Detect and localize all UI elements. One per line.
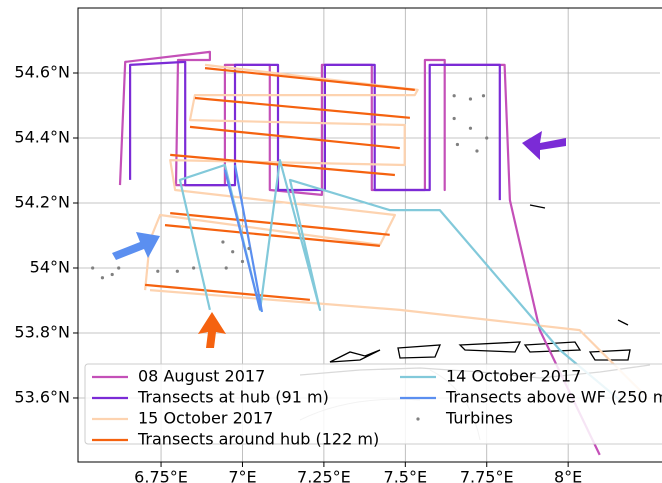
turbine — [485, 136, 489, 140]
turbine — [175, 269, 179, 273]
turbine — [452, 94, 456, 98]
x-tick-label: 7.25°E — [297, 468, 351, 483]
turbine — [468, 97, 473, 101]
turbine — [192, 266, 196, 270]
y-tick-label: 53.8°N — [14, 322, 70, 341]
turbine — [224, 266, 228, 270]
turbine — [100, 276, 105, 280]
x-tick-label: 7.5°E — [384, 468, 428, 483]
arrow — [112, 232, 160, 260]
track-line — [145, 67, 415, 301]
turbine — [452, 116, 456, 121]
x-tick-label: 8°E — [554, 468, 582, 483]
turbine — [247, 246, 251, 251]
legend-label: Transects around hub (122 m) — [137, 430, 379, 449]
axes: 6.75°E 7°E 7.25°E 7.5°E 7.75°E 8°E 53.6°N 53.8°… — [14, 62, 582, 483]
y-tick-label: 54.2°N — [14, 192, 70, 211]
turbine — [221, 240, 225, 244]
arrow — [522, 131, 566, 160]
y-tick-label: 54°N — [30, 257, 70, 276]
track-line — [129, 60, 501, 201]
arrow — [198, 312, 226, 348]
x-tick-label: 7.75°E — [460, 468, 514, 483]
legend-label: 14 October 2017 — [446, 367, 581, 386]
arrows — [112, 131, 566, 348]
coast-line — [329, 341, 631, 363]
legend-label: Transects above WF (250 m) — [445, 388, 662, 407]
turbine — [117, 266, 121, 270]
y-tick-label: 54.4°N — [14, 127, 70, 146]
tracks — [91, 50, 651, 456]
turbine — [156, 269, 160, 273]
x-tick-label: 7°E — [228, 468, 256, 483]
turbine — [110, 272, 114, 277]
turbine — [231, 250, 235, 254]
legend-box — [84, 363, 662, 445]
x-tick-label: 6.75°E — [134, 468, 188, 483]
turbine — [91, 266, 95, 270]
turbine — [455, 142, 460, 147]
legend-label: Transects at hub (91 m) — [137, 388, 329, 407]
turbine — [475, 149, 479, 153]
y-tick-label: 53.6°N — [14, 387, 70, 406]
track-line — [223, 164, 264, 313]
y-tick-label: 54.6°N — [14, 62, 70, 81]
turbine — [468, 126, 473, 130]
legend-label: 15 October 2017 — [138, 409, 273, 428]
legend-label: Turbines — [445, 409, 513, 428]
turbine — [240, 259, 245, 264]
track-line — [178, 159, 621, 401]
legend-marker — [416, 417, 420, 421]
legend-label: 08 August 2017 — [138, 367, 265, 386]
turbine — [481, 94, 486, 98]
plot-frame — [77, 7, 662, 463]
legend: 08 August 2017 Transects at hub (91 m) 15 … — [84, 363, 662, 449]
